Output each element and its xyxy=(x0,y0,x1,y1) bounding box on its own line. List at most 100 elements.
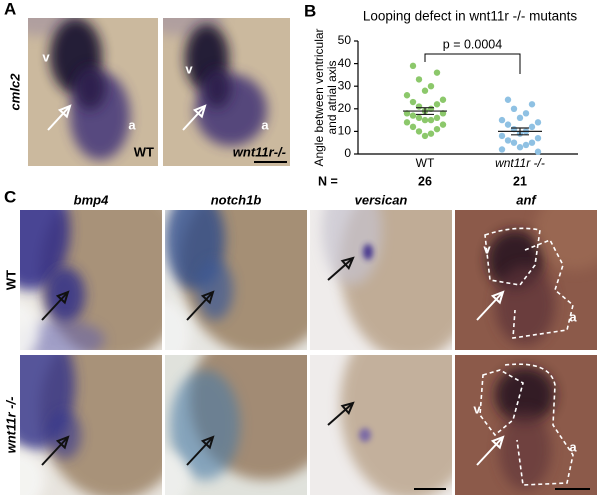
stain xyxy=(74,66,106,110)
data-point xyxy=(427,116,435,124)
data-point xyxy=(415,128,423,135)
data-point xyxy=(427,83,435,90)
data-point xyxy=(409,98,417,106)
micrograph xyxy=(455,210,597,350)
micrograph xyxy=(310,355,452,495)
stain xyxy=(359,428,371,442)
arrow-head xyxy=(490,290,505,305)
arrow-head xyxy=(192,104,207,119)
data-point xyxy=(409,62,417,70)
data-point xyxy=(403,119,411,126)
data-point xyxy=(534,134,542,142)
region-label: a xyxy=(261,117,269,132)
data-point xyxy=(427,130,435,137)
x-tick-label: wnt11r -/- xyxy=(495,156,545,170)
stain xyxy=(499,410,551,490)
data-point xyxy=(433,69,441,76)
stain xyxy=(340,355,452,495)
arrow-shaft xyxy=(41,436,69,466)
micrograph xyxy=(20,210,162,350)
data-point xyxy=(409,112,417,119)
data-point xyxy=(504,121,512,128)
genotype-label: WT xyxy=(134,144,154,159)
stain xyxy=(495,367,555,423)
arrow-shaft xyxy=(186,436,214,466)
stain xyxy=(203,68,231,108)
stain xyxy=(165,300,190,350)
arrow-shaft xyxy=(47,105,71,131)
region-label: v xyxy=(185,61,193,76)
arrow-head xyxy=(200,435,215,450)
stain xyxy=(322,210,382,285)
micrograph xyxy=(28,18,158,166)
data-point xyxy=(504,137,512,144)
data-point xyxy=(439,121,447,128)
data-point xyxy=(534,148,542,155)
arrow-shaft xyxy=(327,257,354,281)
y-axis-label: Angle between ventricular xyxy=(312,28,326,166)
data-point xyxy=(439,110,447,117)
column-header: versican xyxy=(355,192,408,207)
arrow-shaft xyxy=(476,291,504,321)
panel-label: C xyxy=(4,187,16,206)
data-point xyxy=(528,123,536,131)
y-tick-label: 30 xyxy=(338,78,352,92)
n-label: N = xyxy=(318,174,338,188)
data-point xyxy=(516,114,524,122)
data-point xyxy=(415,103,423,110)
y-tick-label: 10 xyxy=(338,124,352,138)
heart-outline xyxy=(479,363,574,486)
column-header: notch1b xyxy=(211,192,262,207)
data-point xyxy=(522,141,530,149)
stain xyxy=(20,320,105,350)
data-point xyxy=(421,87,429,94)
y-tick-label: 20 xyxy=(338,101,352,115)
significance-bracket xyxy=(424,53,521,74)
data-point xyxy=(510,139,518,146)
region-label: a xyxy=(569,439,577,454)
stain xyxy=(197,260,233,320)
panel-label: A xyxy=(4,0,16,18)
arrow-head xyxy=(200,290,215,305)
data-point xyxy=(421,116,429,124)
stain xyxy=(495,265,555,345)
heart-outline xyxy=(484,227,574,339)
row-label: WT xyxy=(3,270,18,290)
p-value: p = 0.0004 xyxy=(443,37,502,51)
micrograph xyxy=(165,210,307,350)
arrow-head xyxy=(57,104,72,119)
arrow-head xyxy=(55,290,70,305)
data-point xyxy=(528,139,536,146)
data-point xyxy=(439,96,447,103)
stain xyxy=(535,210,597,270)
data-point xyxy=(409,123,417,131)
stain xyxy=(165,450,190,495)
micrograph xyxy=(310,210,452,350)
y-tick-label: 40 xyxy=(338,56,352,70)
arrow-head xyxy=(340,256,355,270)
data-point xyxy=(421,132,429,140)
x-tick-label: WT xyxy=(416,156,435,170)
region-label: v xyxy=(473,401,481,416)
data-point xyxy=(415,76,423,83)
data-point xyxy=(516,144,524,151)
data-point xyxy=(498,146,506,153)
stain xyxy=(49,411,81,459)
column-header: bmp4 xyxy=(74,192,109,207)
micrograph xyxy=(455,355,597,495)
data-point xyxy=(534,119,542,126)
arrow-head xyxy=(490,435,505,450)
y-axis-label: and atrial axis xyxy=(325,60,339,134)
stain xyxy=(170,370,240,480)
arrow-head xyxy=(340,401,355,415)
n-value: 26 xyxy=(418,174,432,188)
region-label: v xyxy=(483,241,491,256)
row-label: wnt11r -/- xyxy=(3,397,18,454)
stain xyxy=(20,450,45,495)
row-label: cmlc2 xyxy=(7,73,22,111)
data-point xyxy=(528,101,536,108)
arrow-shaft xyxy=(182,105,206,131)
region-label: v xyxy=(42,49,50,64)
data-point xyxy=(510,105,518,113)
